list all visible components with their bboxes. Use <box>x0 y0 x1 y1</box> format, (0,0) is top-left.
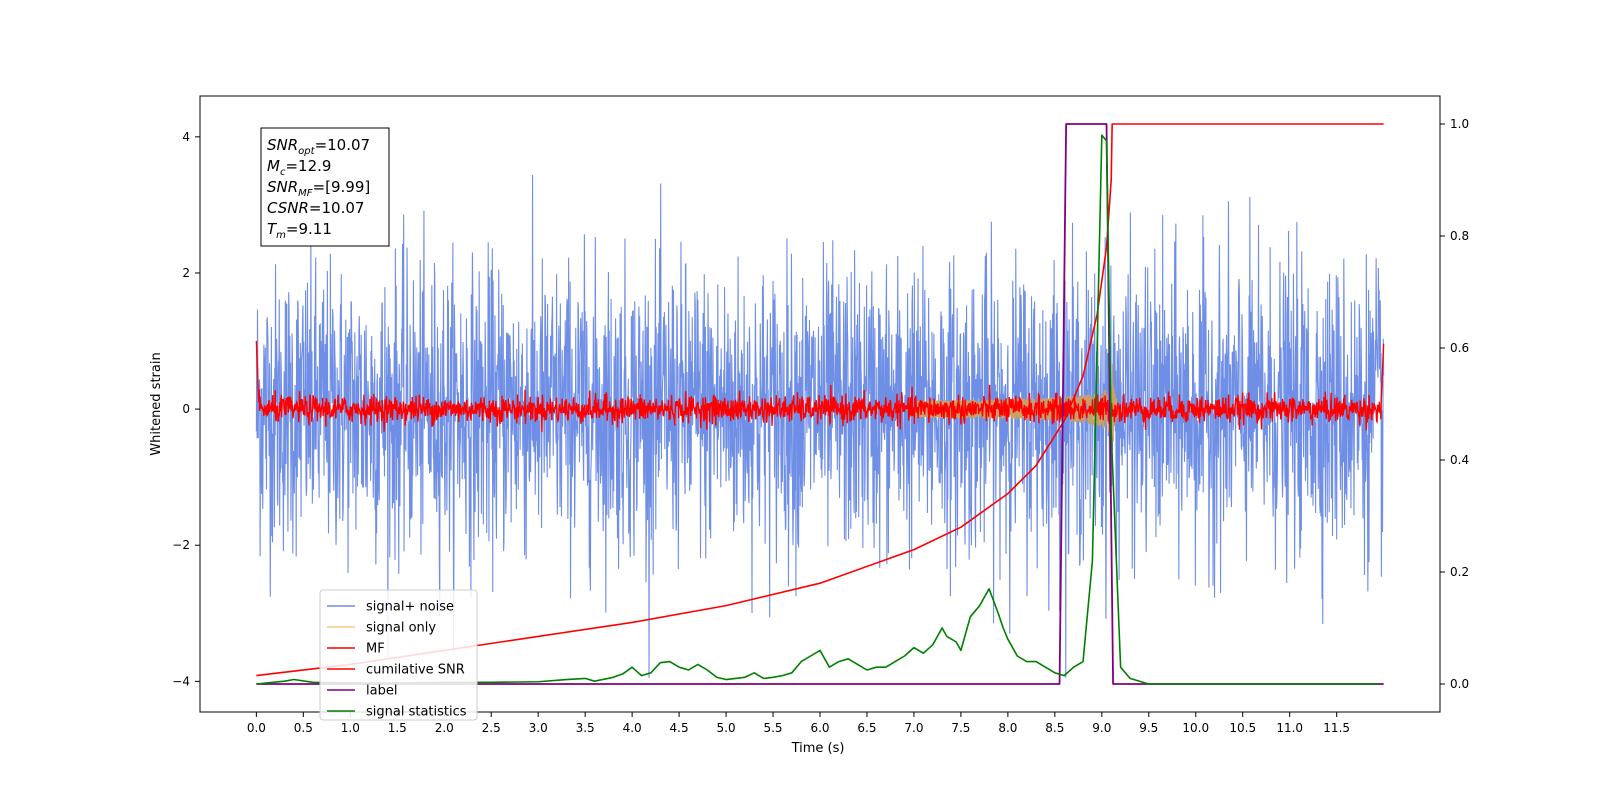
x-tick-label: 11.0 <box>1276 721 1303 735</box>
series-layer <box>255 123 1385 685</box>
y2-tick-label: 0.6 <box>1450 341 1469 355</box>
stat-value: =12.9 <box>285 157 331 175</box>
x-tick-label: 0.0 <box>247 721 266 735</box>
legend-frame <box>319 589 478 721</box>
x-tick-label: 0.5 <box>294 721 313 735</box>
x-tick-label: 4.0 <box>623 721 642 735</box>
stat-value: =[9.99] <box>313 178 371 196</box>
y-tick-label: −2 <box>172 538 190 552</box>
legend-entry: MF <box>366 642 385 657</box>
snr-stat-line: Tm=9.11 <box>267 220 332 241</box>
x-tick-label: 3.0 <box>529 721 548 735</box>
stat-symbol: M <box>267 157 280 175</box>
stat-value: =9.11 <box>286 220 332 238</box>
stat-value: =10.07 <box>309 199 365 217</box>
y-tick-label: −4 <box>172 674 190 688</box>
x-tick-label: 1.5 <box>388 721 407 735</box>
snr-stats-box: SNRopt=10.07Mc=12.9SNRMF=[9.99]CSNR=10.0… <box>260 127 390 247</box>
x-tick-label: 8.5 <box>1045 721 1064 735</box>
series-signal-noise-line <box>255 175 1385 678</box>
x-tick-label: 8.0 <box>998 721 1017 735</box>
y-tick-label: 0 <box>182 402 190 416</box>
x-tick-label: 6.0 <box>810 721 829 735</box>
y-tick-label: 4 <box>182 130 190 144</box>
x-tick-label: 7.0 <box>904 721 923 735</box>
x-tick-label: 9.0 <box>1092 721 1111 735</box>
x-tick-label: 11.5 <box>1323 721 1350 735</box>
stat-symbol: SNR <box>267 136 298 154</box>
snr-stats-frame <box>260 127 390 247</box>
x-tick-label: 5.0 <box>717 721 736 735</box>
legend-entry: signal+ noise <box>366 600 454 615</box>
legend-entry: label <box>366 684 397 699</box>
x-tick-label: 3.5 <box>576 721 595 735</box>
y-axis-label: Whitened strain <box>149 352 164 455</box>
stat-subscript: m <box>276 230 286 241</box>
x-tick-label: 10.5 <box>1229 721 1256 735</box>
series-signal-statistics-line <box>256 134 1379 685</box>
stat-symbol: SNR <box>267 178 298 196</box>
snr-stat-line: SNRopt=10.07 <box>267 136 370 157</box>
stat-symbol: CSNR <box>267 199 309 217</box>
series-mf-line <box>255 341 1385 433</box>
x-axis-label: Time (s) <box>791 741 845 756</box>
stat-subscript: c <box>280 167 286 178</box>
y-tick-label: 2 <box>182 266 190 280</box>
x-tick-label: 5.5 <box>763 721 782 735</box>
y2-tick-label: 1.0 <box>1450 117 1469 131</box>
y2-tick-label: 0.8 <box>1450 229 1469 243</box>
snr-stat-line: Mc=12.9 <box>267 157 331 178</box>
stat-value: =10.07 <box>315 136 371 154</box>
x-tick-label: 4.5 <box>670 721 689 735</box>
legend-entry: cumilative SNR <box>366 663 465 678</box>
snr-stat-line: SNRMF=[9.99] <box>267 178 370 199</box>
y2-tick-label: 0.4 <box>1450 453 1469 467</box>
y2-tick-label: 0.2 <box>1450 565 1469 579</box>
x-tick-label: 7.5 <box>951 721 970 735</box>
axes-layer: 0.0 0.5 1.0 1.5 2.0 2.5 3.0 3.5 4.0 4.5 5.0 5.5 6.0 6… <box>172 117 1469 735</box>
x-tick-label: 2.5 <box>482 721 501 735</box>
stat-subscript: opt <box>298 146 315 157</box>
snr-stat-line: CSNR=10.07 <box>267 199 364 217</box>
y2-tick-label: 0.0 <box>1450 677 1469 691</box>
x-tick-label: 6.5 <box>857 721 876 735</box>
legend-entry: signal statistics <box>366 705 467 720</box>
stat-subscript: MF <box>298 188 313 199</box>
legend: signal+ noise signal only MF cumilative SNR… <box>319 589 478 721</box>
x-tick-label: 1.0 <box>341 721 360 735</box>
stat-symbol: T <box>267 220 278 238</box>
x-tick-label: 9.5 <box>1139 721 1158 735</box>
x-tick-label: 10.0 <box>1182 721 1209 735</box>
legend-entry: signal only <box>366 621 436 636</box>
x-tick-label: 2.0 <box>435 721 454 735</box>
